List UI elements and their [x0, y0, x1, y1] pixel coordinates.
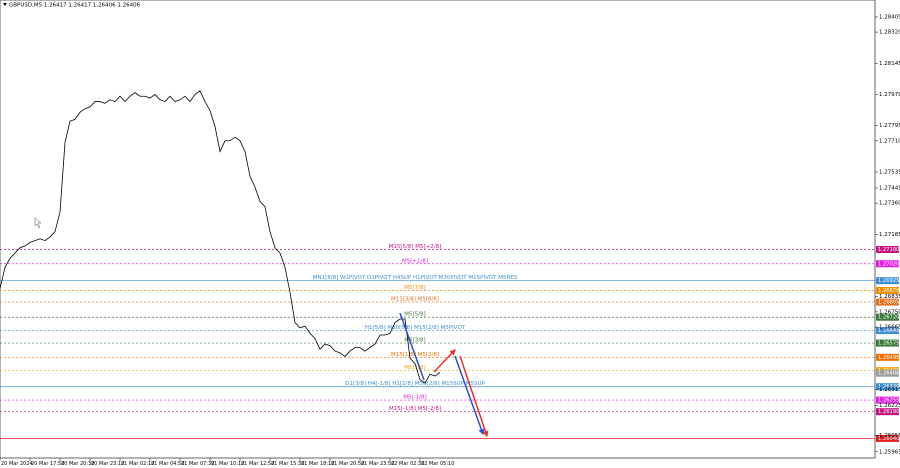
y-tick-label: 1.28145 [879, 61, 900, 67]
current-price-box [876, 369, 899, 377]
level-price-label: 1.26870 [878, 288, 899, 294]
x-tick-label: 21 Mar 23:50 [361, 461, 394, 467]
chart-title: GBPUSD,M5 1.26417 1.26417 1.26406 1.2640… [9, 3, 141, 9]
y-tick-label: 1.26665 [879, 325, 900, 331]
level-label: M5[+1/8] [402, 258, 428, 264]
level-label: M5[5/8] [404, 312, 425, 318]
y-tick-label: 1.26225 [879, 403, 900, 409]
x-tick-label: 21 Mar 02:10 [121, 461, 154, 467]
level-price-box [876, 396, 899, 404]
level-price-box [876, 298, 899, 306]
price-line [0, 90, 441, 384]
x-tick-label: 20 Mar 2024 [1, 461, 33, 467]
plot-frame [0, 0, 876, 459]
level-price-label: 1.27020 [878, 261, 899, 267]
level-label: H1[5/8] M30[5/8] M15[2/8] M5PIVOT [365, 325, 466, 331]
y-tick-label: 1.27445 [879, 186, 900, 192]
level-price-box [876, 434, 899, 442]
y-tick-label: 1.27970 [879, 92, 900, 98]
forecast-line [399, 312, 425, 381]
y-tick-label: 1.26750 [879, 309, 900, 315]
level-price-box [876, 277, 899, 285]
x-tick-label: 20 Mar 20:30 [61, 461, 94, 467]
y-tick-label: 1.25965 [879, 449, 900, 455]
x-tick-label: 22 Mar 02:30 [391, 461, 424, 467]
level-label: M15[5/8] M5[+2/8] [389, 244, 442, 250]
y-tick-label: 1.26835 [879, 294, 900, 300]
y-tick-label: 1.28320 [879, 30, 900, 36]
level-label: M5[3/8] [404, 338, 425, 344]
y-tick-label: 1.26315 [879, 387, 900, 393]
y-tick-label: 1.26055 [879, 433, 900, 439]
level-price-box [876, 245, 899, 253]
y-tick-label: 1.27360 [879, 201, 900, 207]
level-price-label: 1.26190 [878, 409, 899, 415]
level-price-label: 1.26495 [878, 355, 899, 361]
forecast-arrow-red [459, 355, 489, 438]
level-price-box [876, 260, 899, 268]
x-tick-label: 20 Mar 17:50 [31, 461, 64, 467]
level-price-box [876, 353, 899, 361]
level-price-box [876, 286, 899, 294]
level-price-label: 1.26255 [878, 398, 899, 404]
x-tick-label: 21 Mar 04:50 [151, 461, 184, 467]
level-price-label: 1.26330 [878, 384, 899, 390]
x-tick-label: 20 Mar 23:10 [91, 461, 124, 467]
level-price-label: 1.26925 [878, 278, 899, 284]
level-label: M15[-1/8] M5[-2/8] [389, 406, 441, 412]
forecast-arrow-blue [454, 355, 485, 436]
x-tick-label: 21 Mar 07:30 [181, 461, 214, 467]
level-label: M5[7/8] [404, 285, 425, 291]
x-tick-label: 21 Mar 10:10 [211, 461, 244, 467]
y-tick-label: 1.27535 [879, 169, 900, 175]
level-price-label: 1.26805 [878, 300, 899, 306]
cursor [34, 217, 42, 229]
level-label: D1[3/8] H4[-1/8] H1[2/8] M30[2/8] M15SUP… [345, 381, 485, 387]
x-tick-label: 21 Mar 18:10 [301, 461, 334, 467]
level-price-box [876, 327, 899, 335]
y-tick-label: 1.27795 [879, 123, 900, 129]
level-price-label: 1.26575 [878, 341, 899, 347]
level-price-box [876, 339, 899, 347]
level-price-label: 1.26645 [878, 328, 899, 334]
x-tick-label: 21 Mar 20:50 [331, 461, 364, 467]
menu-triangle [3, 3, 7, 6]
level-price-label: 1.27100 [878, 247, 899, 253]
level-price-box [876, 313, 899, 321]
current-price-label: 1.26406 [878, 371, 899, 377]
level-price-box [876, 408, 899, 416]
level-label: M5[-1/8] [403, 395, 426, 401]
level-label: M5[1/8] [404, 365, 425, 371]
level-price-label: 1.26720 [878, 315, 899, 321]
forecast-arrow-up [433, 349, 456, 373]
y-tick-label: 1.27710 [879, 138, 900, 144]
y-tick-label: 1.27185 [879, 232, 900, 238]
x-tick-label: 21 Mar 15:30 [271, 461, 304, 467]
y-tick-label: 1.28405 [879, 14, 900, 20]
level-label: M15[3/8] M5[6/8] [391, 297, 439, 303]
x-tick-label: 21 Mar 12:50 [241, 461, 274, 467]
level-price-label: 1.26040 [878, 436, 899, 442]
x-tick-label: 22 Mar 05:10 [421, 461, 454, 467]
level-label: MN1[8/8] W1PIVOT D1PIVOT H4SUP H1PIVOT M… [313, 275, 518, 281]
level-price-box [876, 383, 899, 391]
